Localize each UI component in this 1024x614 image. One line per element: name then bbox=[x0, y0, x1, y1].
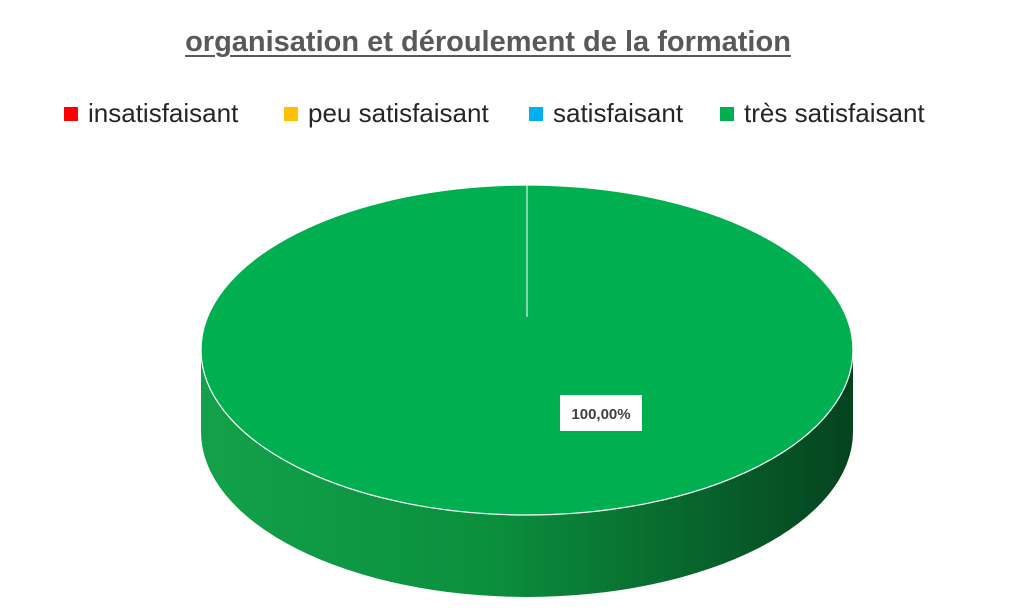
legend-item-tres-satisfaisant: très satisfaisant bbox=[720, 98, 925, 129]
legend: insatisfaisant peu satisfaisant satisfai… bbox=[0, 98, 1024, 128]
legend-label-peu-satisfaisant: peu satisfaisant bbox=[308, 98, 489, 128]
pie-slice-side-tres-satisfaisant bbox=[201, 350, 853, 597]
legend-swatch-satisfaisant bbox=[529, 106, 543, 121]
legend-item-satisfaisant: satisfaisant bbox=[529, 98, 683, 129]
chart-title: organisation et déroulement de la format… bbox=[185, 26, 791, 58]
legend-label-tres-satisfaisant: très satisfaisant bbox=[744, 98, 925, 128]
legend-swatch-tres-satisfaisant bbox=[720, 106, 734, 121]
legend-swatch-insatisfaisant bbox=[64, 106, 78, 121]
legend-label-satisfaisant: satisfaisant bbox=[553, 98, 684, 128]
legend-swatch-peu-satisfaisant bbox=[284, 106, 298, 121]
legend-label-insatisfaisant: insatisfaisant bbox=[88, 98, 239, 128]
legend-item-peu-satisfaisant: peu satisfaisant bbox=[284, 98, 489, 129]
data-label-box bbox=[560, 395, 642, 431]
data-label-tres-satisfaisant: 100,00% bbox=[571, 406, 630, 423]
legend-item-insatisfaisant: insatisfaisant bbox=[64, 98, 238, 129]
